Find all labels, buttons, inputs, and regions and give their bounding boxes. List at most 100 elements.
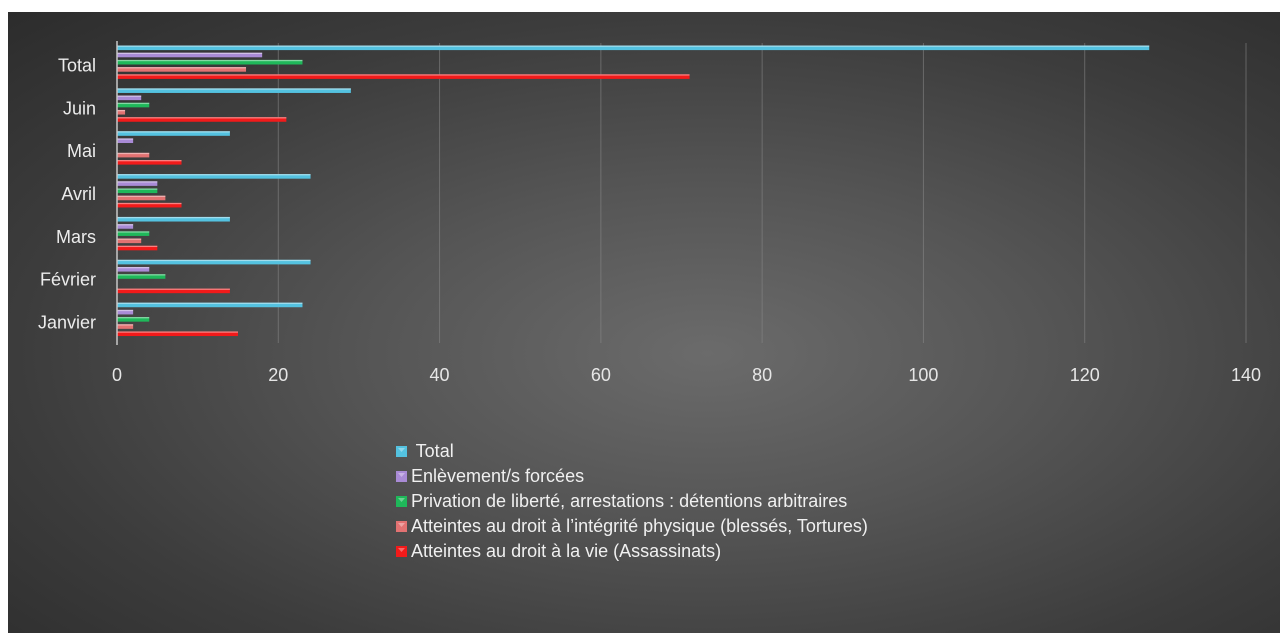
bar-highlight [117, 288, 230, 290]
legend-entry: Atteintes au droit à la vie (Assassinats… [396, 539, 868, 564]
bar-highlight [117, 45, 1150, 47]
legend-swatch-icon [396, 446, 407, 457]
bar [117, 259, 311, 265]
bar-highlight [117, 331, 238, 333]
bar [117, 59, 303, 65]
bar-highlight [117, 195, 166, 197]
category-label: Mars [56, 227, 96, 247]
tick-label: 60 [591, 365, 611, 385]
legend-entry: Privation de liberté, arrestations : dét… [396, 489, 868, 514]
bar [117, 109, 126, 115]
bar-highlight [117, 95, 142, 97]
bar-highlight [117, 138, 134, 140]
bar-highlight [117, 174, 311, 176]
bar [117, 117, 287, 122]
bar [117, 102, 150, 108]
legend-label: Atteintes au droit à la vie (Assassinats… [411, 541, 722, 561]
bar-highlight [117, 59, 303, 62]
bar-highlight [117, 131, 230, 133]
bar [117, 152, 150, 158]
bar-highlight [117, 274, 166, 276]
legend-swatch-icon [396, 546, 407, 557]
bar-highlight [117, 266, 150, 269]
value-axis-labels: 0 20 40 60 80 100 120 140 [112, 365, 1261, 385]
bar-highlight [117, 216, 230, 219]
bar-highlight [117, 52, 263, 54]
bar [117, 302, 303, 308]
bar [117, 74, 690, 79]
bar-highlight [117, 324, 134, 326]
tick-label: 100 [908, 365, 938, 385]
bar [117, 288, 230, 294]
bar [117, 266, 150, 272]
bar-highlight [117, 309, 134, 312]
category-label: Janvier [38, 313, 96, 333]
bar [117, 238, 142, 244]
bar-highlight [117, 302, 303, 304]
tick-label: 20 [268, 365, 288, 385]
bar [117, 195, 166, 201]
category-label: Février [40, 270, 96, 290]
legend-label: Total [411, 441, 454, 461]
bar-highlight [117, 224, 134, 226]
grid-lines [277, 43, 1247, 343]
bar [117, 188, 158, 194]
bar [117, 95, 142, 101]
bar [117, 138, 134, 144]
bar [117, 160, 182, 165]
bar [117, 317, 150, 322]
bar [117, 88, 351, 93]
bar [117, 245, 158, 251]
legend-entry: Enlèvement/s forcées [396, 464, 868, 489]
legend-swatch-icon [396, 496, 407, 507]
bar-highlight [117, 245, 158, 248]
bar-highlight [117, 74, 690, 76]
tick-label: 140 [1231, 365, 1261, 385]
bar [117, 181, 158, 186]
bars [117, 45, 1150, 337]
bar-highlight [117, 117, 287, 119]
bar [117, 216, 230, 222]
bar [117, 52, 263, 58]
bar [117, 331, 238, 337]
legend-swatch-icon [396, 471, 407, 482]
category-label: Avril [61, 184, 96, 204]
legend-label: Privation de liberté, arrestations : dét… [411, 491, 848, 511]
bar-highlight [117, 188, 158, 190]
legend-entry: Total [396, 439, 868, 464]
bar-highlight [117, 152, 150, 155]
bar [117, 131, 230, 136]
category-label: Juin [63, 98, 96, 118]
bar-highlight [117, 202, 182, 205]
bar-highlight [117, 109, 126, 112]
category-label: Total [58, 55, 96, 75]
bar-highlight [117, 259, 311, 262]
bar-highlight [117, 238, 142, 240]
bar [117, 174, 311, 179]
bar [117, 274, 166, 279]
bar-highlight [117, 67, 247, 69]
bar-chart: Total Juin Mai Avril Mars Février Janvier 0 20 4… [38, 41, 1261, 385]
tick-label: 40 [430, 365, 450, 385]
bar-highlight [117, 160, 182, 162]
category-label: Mai [67, 141, 96, 161]
bar-highlight [117, 231, 150, 233]
bar [117, 67, 247, 72]
bar [117, 224, 134, 229]
legend-label: Atteintes au droit à l’intégrité physiqu… [411, 516, 868, 536]
tick-label: 80 [752, 365, 772, 385]
legend: Total Enlèvement/s forcées Privation de li… [396, 439, 868, 564]
bar-highlight [117, 88, 351, 90]
legend-label: Enlèvement/s forcées [411, 466, 585, 486]
legend-swatch-icon [396, 521, 407, 532]
category-labels: Total Juin Mai Avril Mars Février Janvier [38, 55, 96, 332]
bar [117, 202, 182, 208]
legend-entry: Atteintes au droit à l’intégrité physiqu… [396, 514, 868, 539]
bar [117, 324, 134, 329]
chart-area: Total Juin Mai Avril Mars Février Janvier 0 20 4… [8, 12, 1280, 633]
tick-label: 120 [1070, 365, 1100, 385]
bar [117, 231, 150, 236]
tick-label: 0 [112, 365, 122, 385]
bar-highlight [117, 317, 150, 319]
bar [117, 45, 1150, 51]
